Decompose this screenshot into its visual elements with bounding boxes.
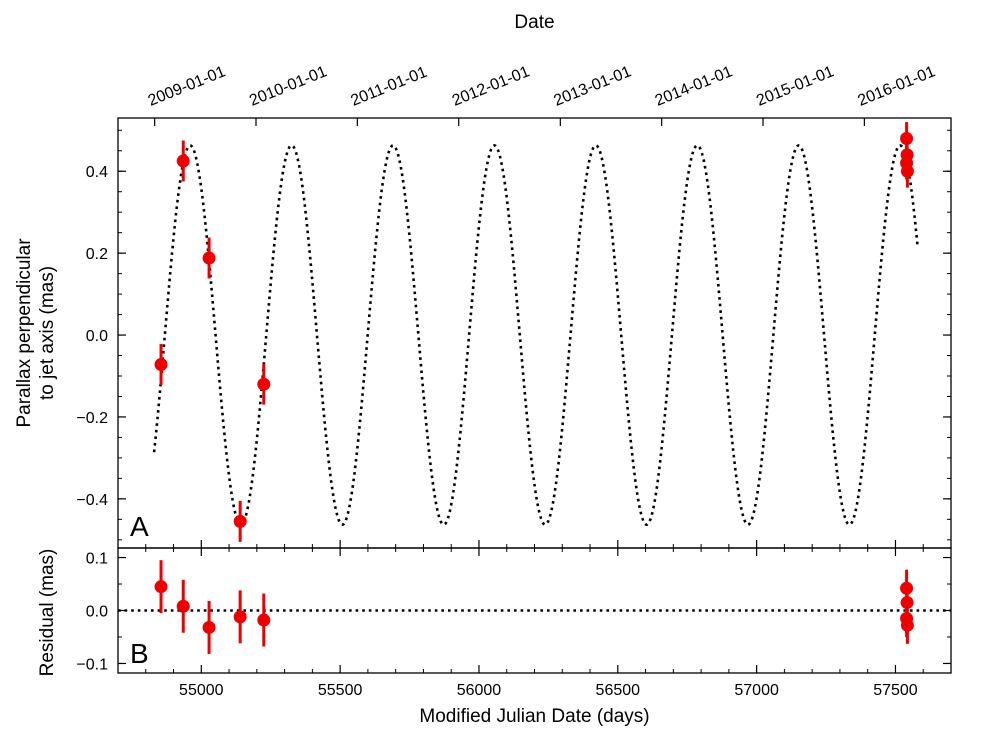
x-axis-title: Modified Julian Date (days) [419,706,649,727]
panel-a-tag: A [130,511,149,542]
date-tick-label: 2015-01-01 [754,63,836,109]
top-axis-title: Date [514,12,554,33]
panel-a-frame [117,117,952,549]
parallax-data-point [233,514,247,528]
parallax-data-point [900,164,914,178]
model-curve [152,144,919,526]
residual-data-point [202,620,216,634]
residual-data-point [257,613,271,627]
date-tick-label: 2016-01-01 [855,63,937,109]
residual-data-point [154,580,168,594]
x-tick-label: 57000 [734,682,779,699]
panel-a-ylabel-line1: Parallax perpendicular [14,238,35,428]
y-tick-label: 0.1 [86,551,108,568]
y-tick-label: −0.4 [76,492,108,509]
y-tick-label: 0.4 [86,164,108,181]
date-tick-label: 2012-01-01 [450,63,532,109]
x-tick-label: 56500 [596,682,641,699]
y-tick-label: −0.2 [76,410,108,427]
date-tick-label: 2010-01-01 [247,63,329,109]
x-tick-label: 55500 [318,682,363,699]
y-tick-label: −0.1 [76,656,108,673]
residual-data-point [233,610,247,624]
y-tick-label: 0.0 [86,328,108,345]
parallax-data-point [176,154,190,168]
x-tick-label: 56000 [457,682,502,699]
residual-data-point [900,618,914,632]
x-tick-label: 55000 [179,682,224,699]
date-tick-label: 2013-01-01 [551,63,633,109]
x-tick-label: 57500 [873,682,918,699]
date-tick-label: 2011-01-01 [348,64,429,110]
parallax-data-point [154,358,168,372]
panel-a-ylabel-line2: to jet axis (mas) [37,266,58,400]
panel-b-tag: B [130,638,149,669]
y-tick-label: 0.0 [86,604,108,621]
parallax-data-point [257,377,271,391]
panel-b-ylabel: Residual (mas) [37,549,58,677]
date-tick-label: 2014-01-01 [653,63,735,109]
parallax-data-point [202,251,216,265]
residual-data-point [176,599,190,613]
y-tick-label: 0.2 [86,246,108,263]
date-tick-label: 2009-01-01 [146,63,228,109]
